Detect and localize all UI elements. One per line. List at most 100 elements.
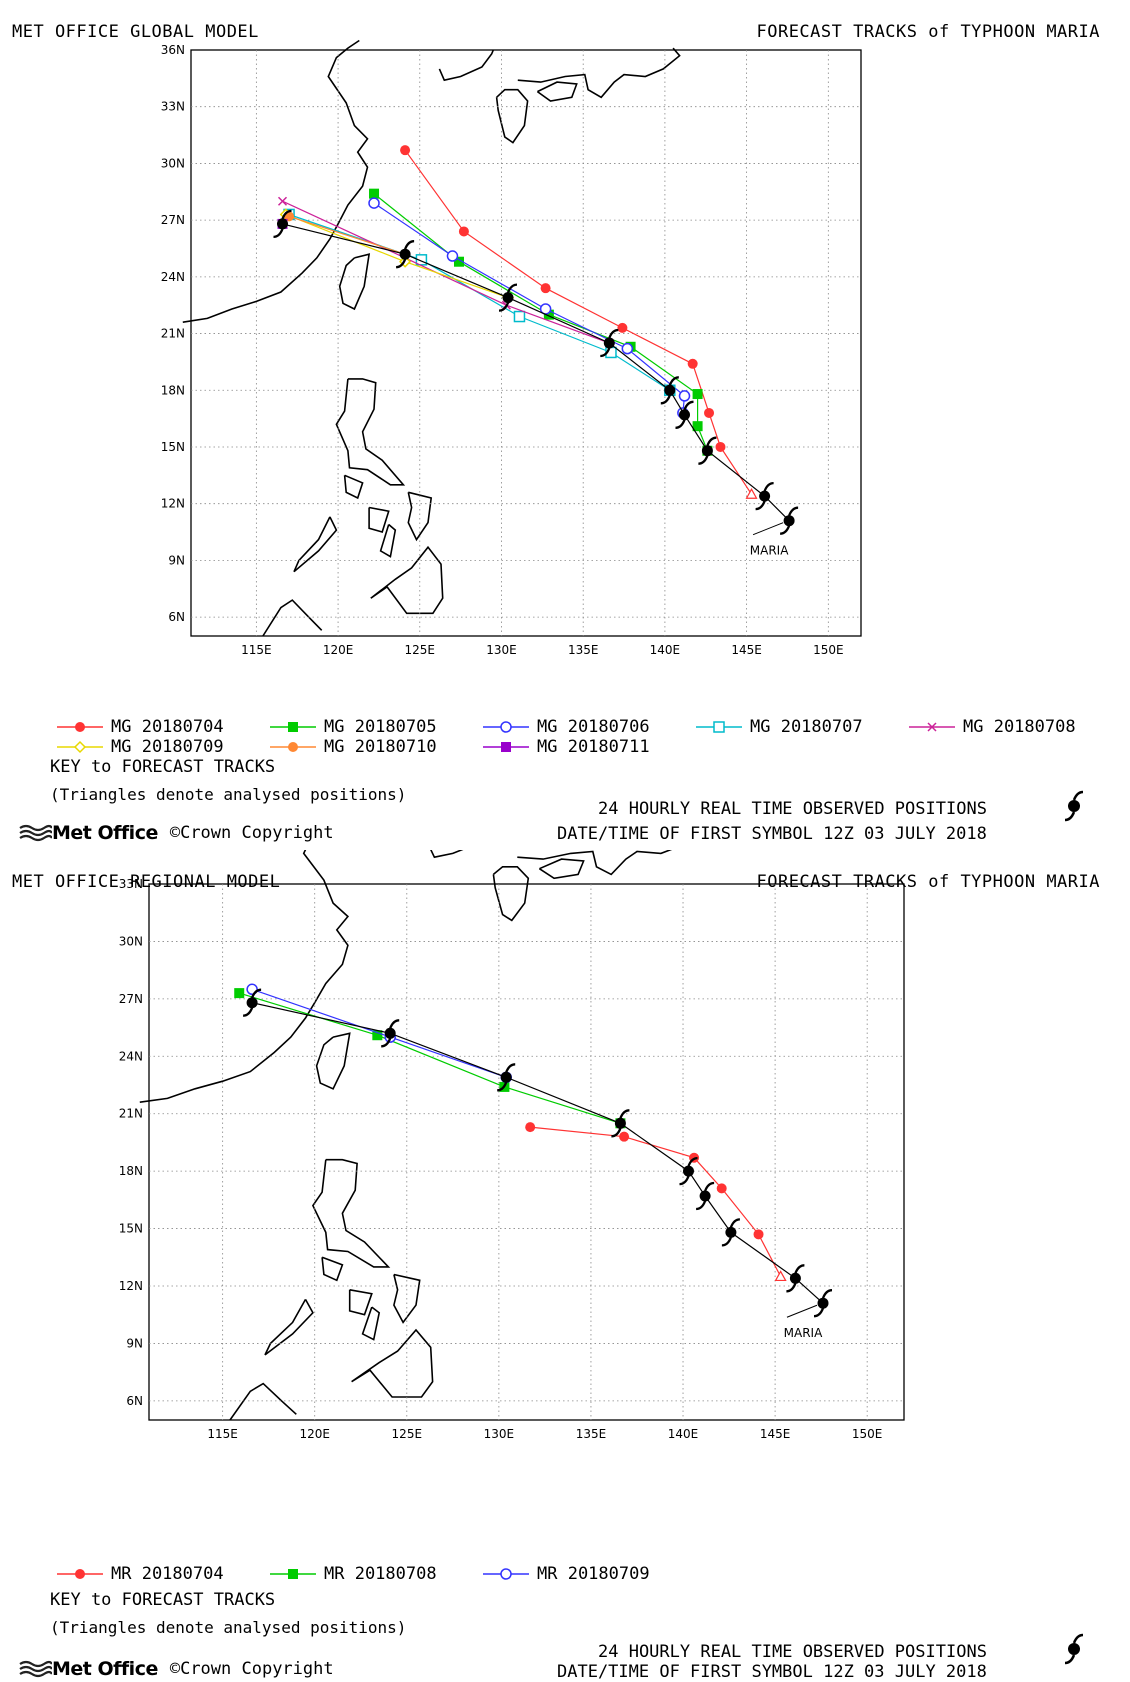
lon-tick-label: 150E — [813, 643, 844, 657]
track-point — [458, 226, 469, 237]
lat-tick-label: 21N — [119, 1107, 143, 1121]
legend-label: MR 20180708 — [324, 1564, 437, 1584]
mindanao-outline — [370, 545, 444, 615]
korea-coast — [438, 49, 495, 82]
track-line — [239, 992, 621, 1124]
typhoon-symbol-icon — [679, 1156, 698, 1186]
typhoon-symbol-icon — [273, 209, 292, 239]
legend-label: MG 20180711 — [537, 737, 650, 757]
typhoon-symbol-icon — [497, 1063, 516, 1092]
regional-header-left: MET OFFICE REGIONAL MODEL — [12, 872, 281, 892]
borneo-coast — [229, 1382, 297, 1421]
track-point — [513, 310, 526, 323]
borneo-coast — [262, 599, 323, 637]
lon-tick-label: 145E — [731, 643, 762, 657]
typhoon-arm — [381, 1037, 392, 1048]
gridlines — [149, 884, 904, 1420]
typhoon-arm — [668, 376, 679, 386]
legend-label: MG 20180708 — [963, 717, 1076, 737]
china-coast — [139, 850, 350, 1103]
legend-item-mr-20180704: MR 20180704 — [55, 1564, 224, 1584]
key-title: KEY to FORECAST TRACKS — [50, 757, 276, 777]
typhoon-arm — [281, 209, 292, 220]
typhoon-arm — [698, 455, 709, 465]
key-title: KEY to FORECAST TRACKS — [50, 1590, 276, 1610]
typhoon-symbol-icon — [813, 1289, 833, 1318]
legend-item-mg-20180709: MG 20180709 — [55, 737, 224, 757]
track-line — [288, 213, 671, 391]
palawan-outline — [264, 1299, 314, 1356]
lat-tick-label: 21N — [161, 327, 185, 341]
typhoon-eye — [683, 1165, 694, 1177]
legend-label: MR 20180704 — [111, 1564, 224, 1584]
china-coast — [182, 39, 369, 323]
track-point — [400, 145, 411, 156]
regional-header-right: FORECAST TRACKS of TYPHOON MARIA — [756, 872, 1100, 892]
typhoon-symbol-icon — [786, 1264, 805, 1293]
typhoon-arm — [506, 283, 518, 294]
typhoon-arm — [660, 394, 671, 405]
lat-tick-label: 15N — [161, 440, 185, 454]
legend-label: MG 20180704 — [111, 717, 224, 737]
samar-leyte-outline — [393, 1273, 421, 1324]
typhoon-symbol-icon — [243, 988, 262, 1017]
typhoon-arm — [683, 400, 694, 411]
track-point — [715, 441, 726, 452]
lat-tick-label: 33N — [161, 100, 185, 114]
typhoon-arm — [813, 1307, 825, 1318]
track-point — [369, 188, 380, 199]
copyright: ©Crown Copyright — [169, 823, 334, 843]
legend-item-mr-20180708: MR 20180708 — [268, 1564, 437, 1584]
forecast-track — [400, 145, 758, 499]
taiwan-outline — [315, 1032, 351, 1090]
typhoon-arm — [755, 500, 766, 511]
korea-coast — [430, 850, 464, 859]
lon-tick-label: 120E — [323, 643, 354, 657]
typhoon-eye — [789, 1272, 801, 1284]
observed-track — [243, 988, 833, 1318]
observed-track-line — [251, 1002, 824, 1304]
typhoon-symbol-icon — [696, 1181, 715, 1211]
track-point — [692, 421, 703, 432]
observed-positions-label: 24 HOURLY REAL TIME OBSERVED POSITIONS — [598, 799, 987, 819]
track-line — [288, 215, 406, 255]
global-model-panel: MET OFFICE GLOBAL MODEL FORECAST TRACKS … — [0, 0, 1130, 844]
copyright: ©Crown Copyright — [169, 1659, 334, 1679]
typhoon-symbol-icon — [600, 328, 619, 358]
analysed-triangle — [774, 1270, 787, 1282]
track-line — [251, 988, 507, 1078]
typhoon-arm — [721, 1236, 732, 1247]
lat-tick-label: 24N — [161, 270, 185, 284]
regional-track-map: 33N 30N 27N 24N 21N 18N 15N 12N 9N 6N 115E 120E 125E… — [119, 850, 905, 1441]
typhoon-symbol-icon — [660, 376, 679, 405]
legend-label: MG 20180706 — [537, 717, 650, 737]
legend-item-mg-20180708: MG 20180708 — [907, 717, 1076, 737]
palawan-outline — [293, 516, 338, 573]
typhoon-arm — [696, 1200, 707, 1211]
kyushu-outline — [495, 88, 529, 144]
met-office-waves-icon — [19, 824, 52, 842]
key-note: (Triangles denote analysed positions) — [50, 785, 407, 804]
lat-tick-label: 30N — [119, 934, 143, 948]
legend-item-mr-20180709: MR 20180709 — [481, 1564, 650, 1584]
shikoku-outline — [538, 858, 585, 880]
global-header-left: MET OFFICE GLOBAL MODEL — [12, 22, 259, 42]
met-office-waves-icon — [19, 1660, 52, 1678]
legend-item-mg-20180710: MG 20180710 — [268, 737, 437, 757]
typhoon-eye — [759, 490, 771, 502]
mindoro-outline — [343, 474, 364, 500]
track-point — [446, 250, 459, 262]
typhoon-arm — [251, 988, 262, 999]
lat-tick-label: 24N — [119, 1049, 143, 1063]
track-point — [704, 407, 715, 418]
lat-tick-label: 27N — [119, 992, 143, 1006]
luzon-outline — [335, 378, 406, 486]
lon-tick-label: 135E — [576, 1427, 607, 1441]
typhoon-arm — [273, 228, 284, 239]
map-frame — [190, 49, 862, 637]
map-frame — [148, 883, 905, 1421]
lat-tick-label: 9N — [126, 1336, 143, 1350]
track-point — [234, 988, 245, 999]
coastlines — [182, 39, 681, 637]
regional-model-panel: MET OFFICE REGIONAL MODEL FORECAST TRACK… — [0, 850, 1130, 1682]
